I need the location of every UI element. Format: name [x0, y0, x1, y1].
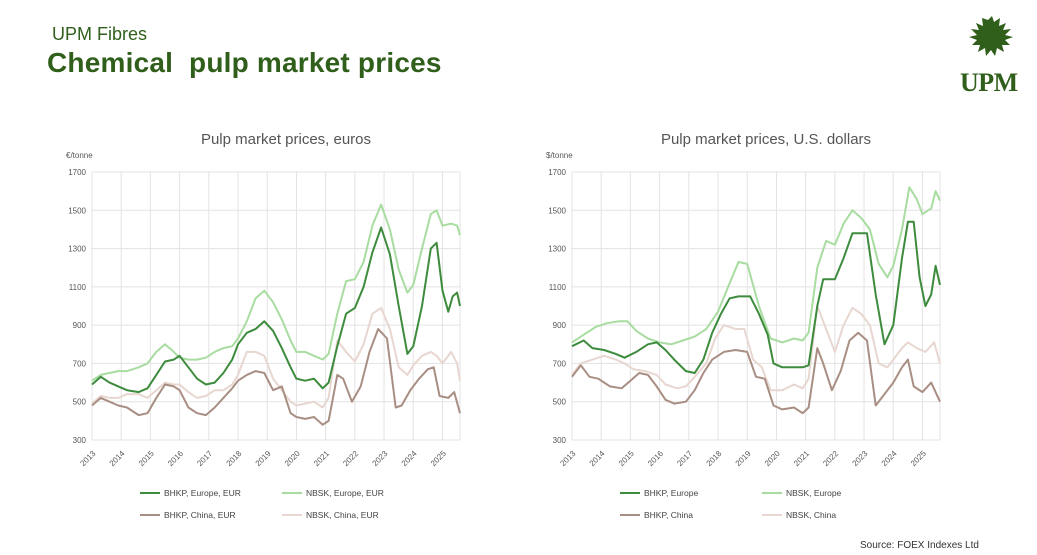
y-tick-label: 500 [553, 398, 567, 407]
brand-name: UPM Fibres [52, 24, 148, 44]
x-tick-label: 2024 [880, 449, 899, 468]
legend-label: NBSK, China, EUR [306, 510, 379, 520]
series-line [91, 306, 461, 409]
source-note: Source: FOEX Indexes Ltd [860, 540, 979, 551]
y-tick-label: 1500 [68, 206, 86, 215]
series-line [571, 186, 941, 346]
logo-text: UPM [960, 68, 1018, 97]
x-tick-label: 2019 [734, 449, 753, 468]
legend-label: NBSK, China [786, 510, 836, 520]
y-tick-label: 900 [73, 321, 87, 330]
y-tick-label: 1500 [548, 206, 566, 215]
x-tick-label: 2023 [371, 449, 390, 468]
series-line [571, 220, 941, 374]
x-tick-label: 2019 [254, 449, 273, 468]
y-tick-label: 1300 [68, 245, 86, 254]
y-tick-label: 1700 [548, 168, 566, 177]
chart-dollars: Pulp market prices, U.S. dollars $/tonne 3… [520, 120, 990, 540]
y-tick-label: 500 [73, 398, 87, 407]
x-tick-label: 2024 [400, 449, 419, 468]
legend-label: NBSK, Europe [786, 488, 842, 498]
series-line [91, 203, 461, 382]
x-tick-label: 2018 [704, 449, 723, 468]
y-axis-label: €/tonne [66, 151, 93, 160]
x-tick-label: 2025 [909, 449, 928, 468]
chart-title: Pulp market prices, euros [201, 131, 371, 148]
chart-euros: Pulp market prices, euros €/tonne 300 500 70… [40, 120, 510, 540]
x-tick-label: 2018 [224, 449, 243, 468]
x-tick-label: 2025 [429, 449, 448, 468]
y-tick-label: 1300 [548, 245, 566, 254]
series-line [91, 328, 461, 426]
x-tick-label: 2017 [675, 449, 694, 468]
x-tick-label: 2022 [821, 449, 840, 468]
x-tick-label: 2016 [166, 449, 185, 468]
griffin-icon [969, 16, 1013, 56]
y-tick-label: 300 [553, 436, 567, 445]
y-tick-label: 1700 [68, 168, 86, 177]
x-tick-label: 2014 [108, 449, 127, 468]
y-tick-label: 700 [553, 359, 567, 368]
y-tick-label: 300 [73, 436, 87, 445]
x-tick-label: 2022 [341, 449, 360, 468]
legend-label: BHKP, Europe [644, 488, 698, 498]
x-tick-label: 2013 [558, 449, 577, 468]
series-line [91, 226, 461, 394]
page-title: Chemical pulp market prices [47, 47, 442, 78]
y-tick-label: 1100 [69, 283, 87, 292]
x-tick-label: 2023 [851, 449, 870, 468]
x-tick-label: 2014 [588, 449, 607, 468]
x-tick-label: 2017 [195, 449, 214, 468]
legend-label: BHKP, China, EUR [164, 510, 236, 520]
series-line [571, 331, 941, 415]
y-axis-label: $/tonne [546, 151, 573, 160]
chart-dollars-svg: Pulp market prices, U.S. dollars $/tonne 3… [546, 131, 941, 520]
legend-label: NBSK, Europe, EUR [306, 488, 384, 498]
x-tick-label: 2021 [312, 449, 331, 468]
y-tick-label: 900 [553, 321, 567, 330]
x-tick-label: 2013 [78, 449, 97, 468]
y-tick-label: 700 [73, 359, 87, 368]
x-tick-label: 2015 [137, 449, 156, 468]
x-tick-label: 2015 [617, 449, 636, 468]
x-tick-label: 2020 [763, 449, 782, 468]
chart-euros-svg: Pulp market prices, euros €/tonne 300 500 70… [66, 131, 461, 520]
x-tick-label: 2020 [283, 449, 302, 468]
y-tick-label: 1100 [549, 283, 567, 292]
legend-label: BHKP, China [644, 510, 693, 520]
x-tick-label: 2016 [646, 449, 665, 468]
legend-label: BHKP, Europe, EUR [164, 488, 241, 498]
chart-title: Pulp market prices, U.S. dollars [661, 131, 871, 148]
series-line [571, 305, 941, 392]
x-tick-label: 2021 [792, 449, 811, 468]
